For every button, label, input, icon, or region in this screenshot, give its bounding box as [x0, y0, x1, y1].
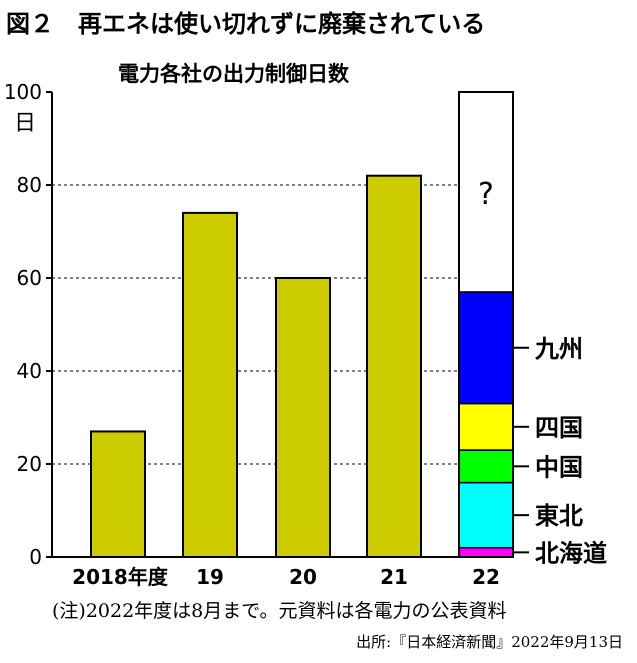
- chart-subtitle: 電力各社の出力制御日数: [118, 62, 349, 86]
- x-tick-label-21: 21: [380, 565, 408, 589]
- y-tick-label: 60: [17, 266, 42, 290]
- bar-19: [182, 211, 238, 558]
- y-tick-label: 100: [4, 80, 42, 104]
- segment-label-東北: 東北: [535, 502, 583, 530]
- chart-title: 図２ 再エネは使い切れずに廃棄されている: [6, 10, 486, 38]
- y-tick-label: 80: [17, 173, 42, 197]
- x-tick-label-2018年度: 2018年度: [72, 565, 169, 589]
- segment-label-四国: 四国: [535, 414, 583, 442]
- stack-segment-九州: [458, 291, 514, 405]
- segment-label-九州: 九州: [534, 335, 583, 363]
- y-tick-label: 40: [17, 359, 42, 383]
- stack-segment-東北: [458, 481, 514, 549]
- stack-segment-北海道: [458, 546, 514, 558]
- bar-20: [275, 277, 331, 558]
- y-axis-label: 日: [14, 111, 36, 136]
- x-tick-label-19: 19: [196, 565, 224, 589]
- x-tick-label-20: 20: [289, 565, 317, 589]
- bar-21: [366, 174, 422, 558]
- y-tick-label: 0: [29, 545, 42, 569]
- stack-segment-中国: [458, 449, 514, 484]
- chart-source: 出所:『日本経済新聞』2022年9月13日: [356, 633, 623, 651]
- stack-segment-四国: [458, 402, 514, 451]
- unknown-label: ?: [478, 177, 494, 212]
- y-tick-label: 20: [17, 452, 42, 476]
- x-tick-label-22: 22: [472, 565, 500, 589]
- bar-2018年度: [90, 430, 146, 559]
- segment-label-中国: 中国: [535, 453, 583, 481]
- chart-note: (注)2022年度は8月まで。元資料は各電力の公表資料: [52, 600, 507, 622]
- segment-label-北海道: 北海道: [535, 539, 607, 567]
